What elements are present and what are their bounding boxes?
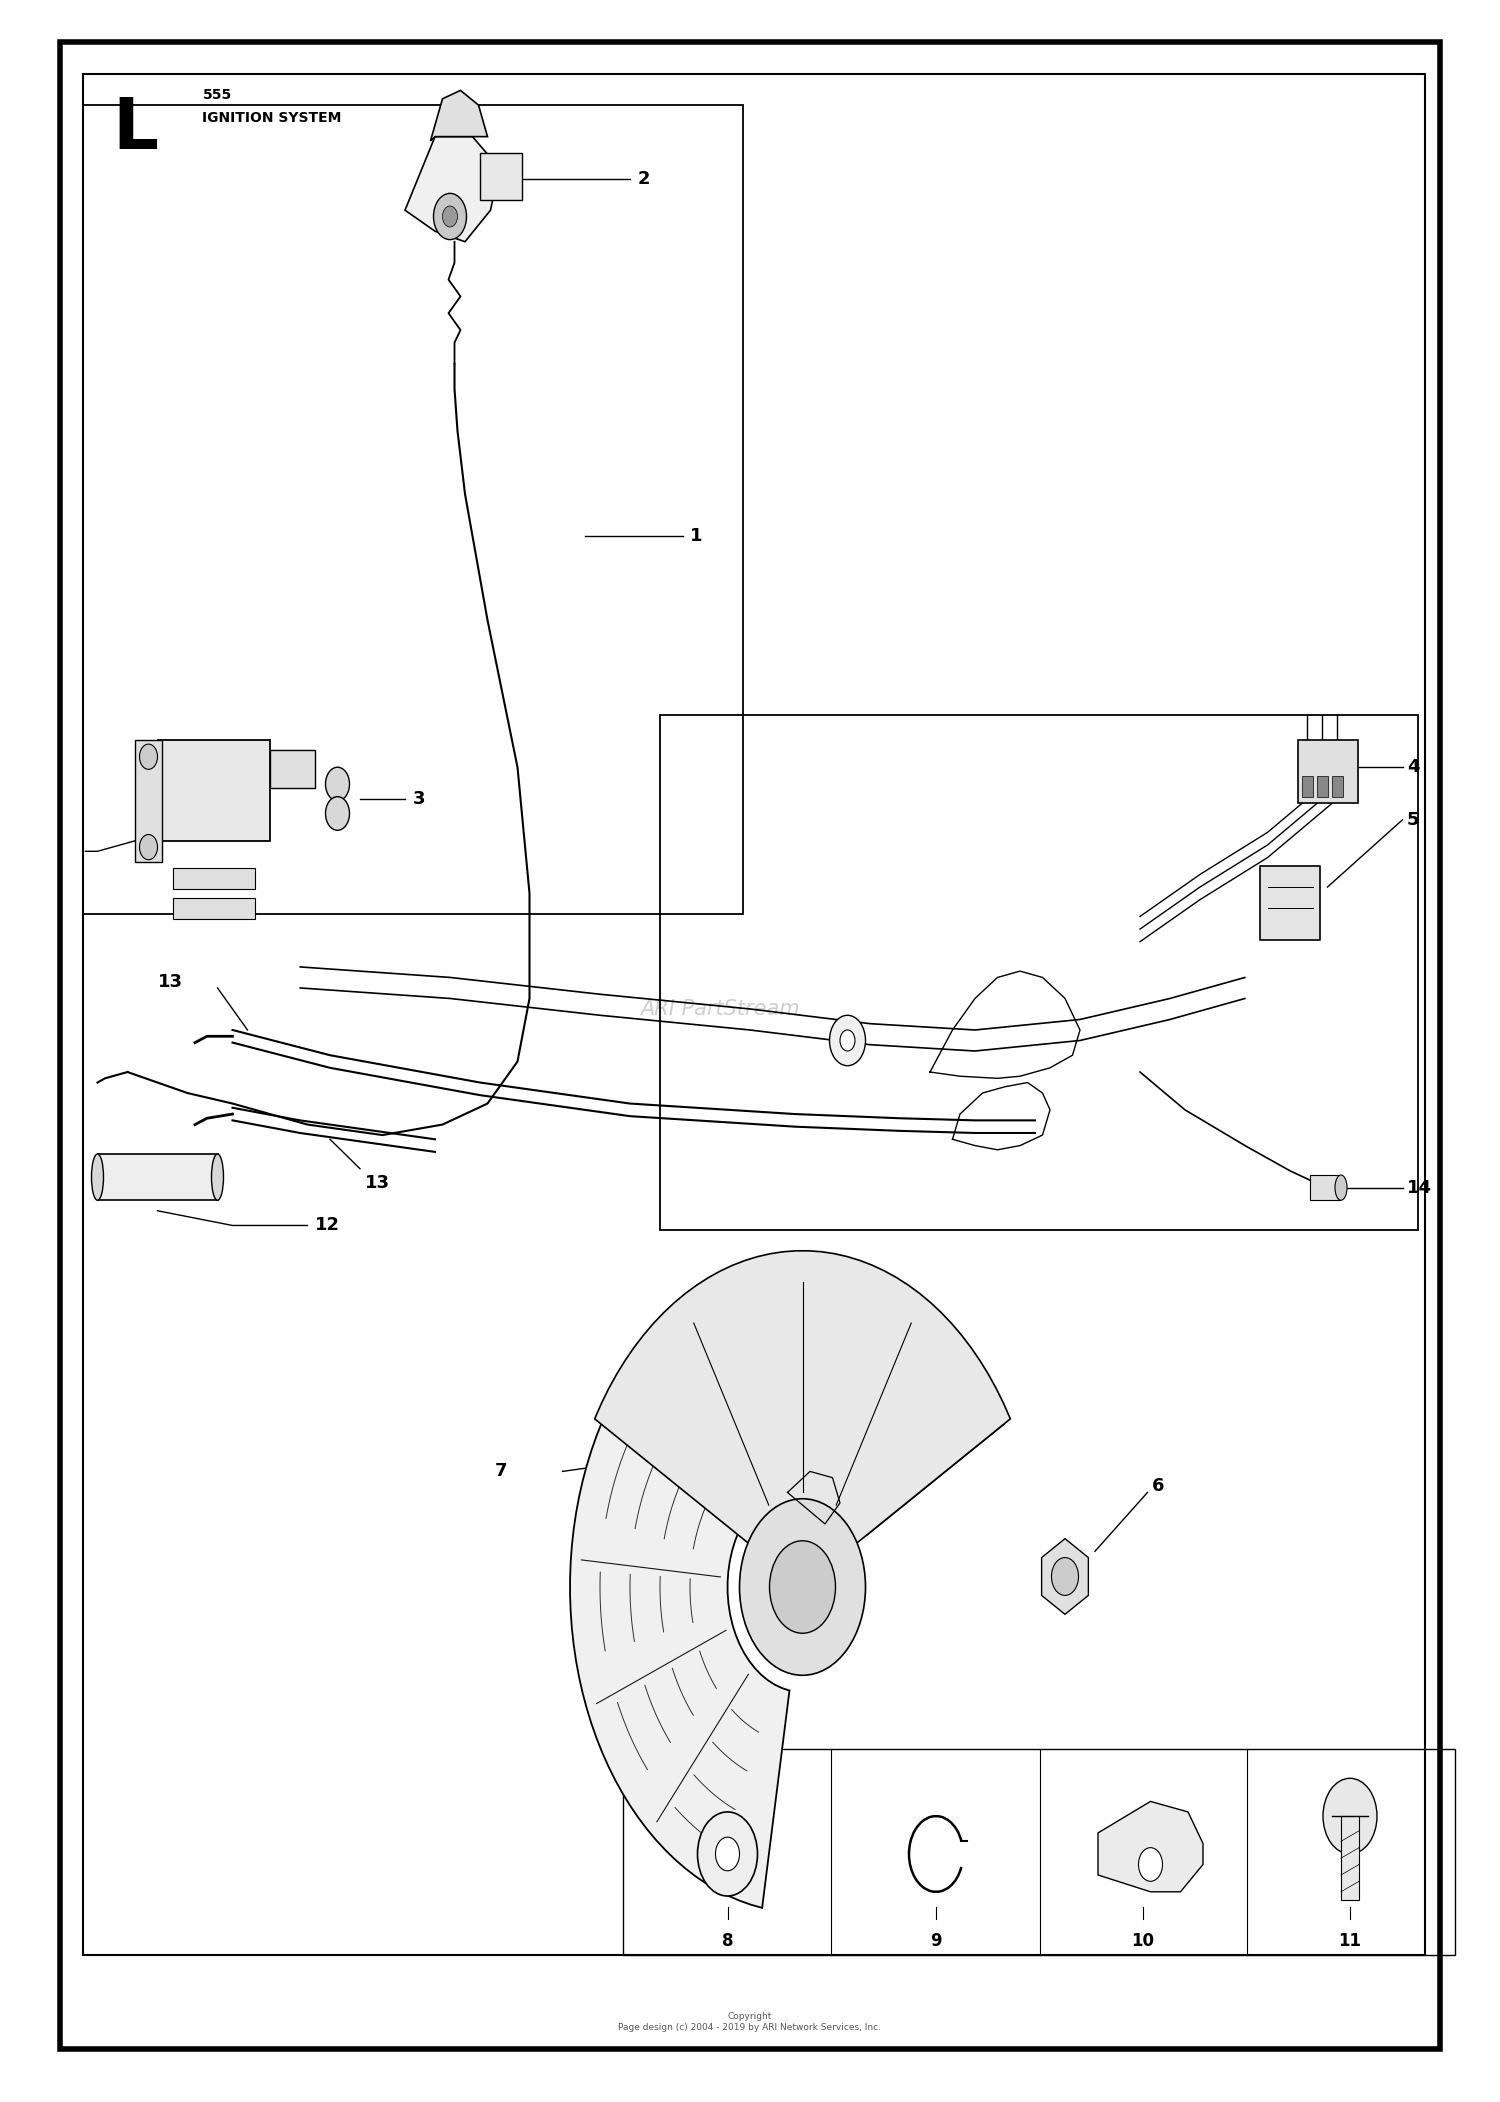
Text: 8: 8 bbox=[722, 1932, 734, 1951]
Bar bbox=[270, 750, 315, 788]
Ellipse shape bbox=[211, 1154, 223, 1200]
Bar bbox=[660, 715, 1418, 1230]
Bar bbox=[98, 1154, 218, 1200]
Text: ARI PartStream: ARI PartStream bbox=[640, 998, 800, 1019]
Bar bbox=[172, 868, 255, 889]
Text: 1: 1 bbox=[690, 528, 702, 544]
Bar bbox=[82, 105, 742, 914]
Bar bbox=[1298, 740, 1358, 803]
Bar bbox=[1341, 1816, 1359, 1900]
Bar bbox=[1302, 776, 1312, 797]
Polygon shape bbox=[570, 1261, 1004, 1909]
Text: 13: 13 bbox=[158, 973, 183, 990]
Text: 555: 555 bbox=[202, 88, 231, 103]
Circle shape bbox=[830, 1015, 866, 1066]
Bar bbox=[82, 74, 1425, 1955]
Text: L: L bbox=[112, 95, 159, 164]
Text: 13: 13 bbox=[364, 1175, 390, 1192]
Bar bbox=[1260, 866, 1320, 940]
Ellipse shape bbox=[92, 1154, 104, 1200]
Circle shape bbox=[1323, 1778, 1377, 1854]
Polygon shape bbox=[1098, 1801, 1203, 1892]
Text: 5: 5 bbox=[1407, 811, 1419, 828]
Text: 6: 6 bbox=[1152, 1478, 1164, 1495]
Circle shape bbox=[840, 1030, 855, 1051]
Text: 10: 10 bbox=[1131, 1932, 1155, 1951]
Bar bbox=[172, 898, 255, 919]
Text: 7: 7 bbox=[495, 1463, 507, 1480]
Text: 11: 11 bbox=[1338, 1932, 1362, 1951]
Bar bbox=[1332, 776, 1342, 797]
Circle shape bbox=[326, 797, 350, 830]
Bar bbox=[1317, 776, 1328, 797]
Polygon shape bbox=[594, 1251, 1011, 1545]
Text: 3: 3 bbox=[413, 790, 424, 807]
Text: 4: 4 bbox=[1407, 759, 1419, 776]
Circle shape bbox=[1138, 1848, 1162, 1881]
Polygon shape bbox=[1041, 1539, 1089, 1614]
Circle shape bbox=[1052, 1558, 1078, 1595]
Polygon shape bbox=[405, 137, 500, 242]
Text: IGNITION SYSTEM: IGNITION SYSTEM bbox=[202, 111, 342, 126]
Circle shape bbox=[140, 744, 158, 769]
Bar bbox=[622, 1749, 1455, 1955]
Circle shape bbox=[140, 834, 158, 860]
Circle shape bbox=[326, 767, 350, 801]
Bar bbox=[1310, 1175, 1340, 1200]
Text: Copyright
Page design (c) 2004 - 2019 by ARI Network Services, Inc.: Copyright Page design (c) 2004 - 2019 by… bbox=[618, 2012, 882, 2033]
Text: 12: 12 bbox=[315, 1217, 340, 1234]
Circle shape bbox=[770, 1541, 836, 1633]
Circle shape bbox=[740, 1499, 866, 1675]
Text: 9: 9 bbox=[930, 1932, 942, 1951]
Bar bbox=[480, 153, 522, 200]
Text: 2: 2 bbox=[638, 170, 650, 187]
Bar bbox=[135, 740, 162, 862]
Text: 14: 14 bbox=[1407, 1179, 1432, 1196]
Ellipse shape bbox=[698, 1812, 758, 1896]
Circle shape bbox=[442, 206, 458, 227]
Ellipse shape bbox=[1335, 1175, 1347, 1200]
Polygon shape bbox=[430, 90, 488, 141]
Circle shape bbox=[433, 193, 466, 240]
Ellipse shape bbox=[716, 1837, 740, 1871]
Bar bbox=[158, 740, 270, 841]
